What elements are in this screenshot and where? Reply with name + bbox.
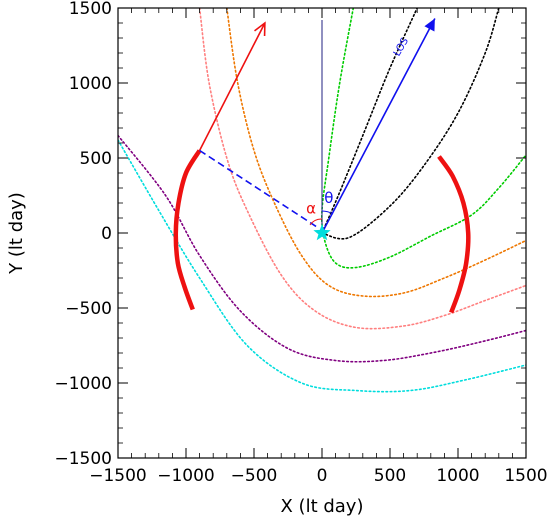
x-tick-label: −1000 [157,466,215,486]
y-tick-label: 1500 [69,0,112,19]
vector-red-0 [198,22,266,151]
theta-angle-arc [321,210,334,215]
x-tick-label: 1500 [504,466,547,486]
annotation-2: α [306,200,316,218]
y-tick-label: −1500 [54,449,112,469]
y-tick-label: 500 [80,149,112,169]
x-tick-label: 0 [317,466,328,486]
arrowhead-1 [424,18,435,32]
curve-cyan-4 [118,139,526,393]
ticks-layer [117,7,527,459]
curve-orange-1 [226,8,526,298]
y-tick-label: −500 [65,299,112,319]
curve-green-0 [321,8,526,269]
vector-blue-3 [199,149,320,230]
alpha-angle-arc [309,218,323,226]
annotation-1: θ [324,189,333,207]
vector-blue-1 [321,18,436,234]
curve-purple-3 [118,134,526,363]
y-tick-label: 1000 [69,74,112,94]
tick-labels-layer: −1500 −1000 −500 0 500 1000 1500 −1500 −1000 −500… [54,0,547,486]
marker-layer [313,224,331,241]
x-axis-label: X (lt day) [281,496,364,517]
x-tick-label: 500 [374,466,406,486]
origin-star-marker [313,224,331,241]
y-axis-label: Y (lt day) [6,192,27,275]
x-tick-label: −1500 [89,466,147,486]
curve-black-5 [321,8,418,234]
arcs-layer [173,149,471,314]
arc-1 [437,155,471,314]
arrowhead-0 [254,21,266,37]
x-tick-label: −500 [231,466,278,486]
curve-salmon-2 [198,8,526,330]
curves-layer [118,8,526,393]
y-tick-label: −1000 [54,374,112,394]
y-tick-label: 0 [101,224,112,244]
annotation-0: LOS [392,36,411,58]
vectors-layer [198,18,436,234]
arc-0 [173,149,202,311]
curve-black-6 [321,8,500,240]
x-tick-label: 1000 [436,466,479,486]
